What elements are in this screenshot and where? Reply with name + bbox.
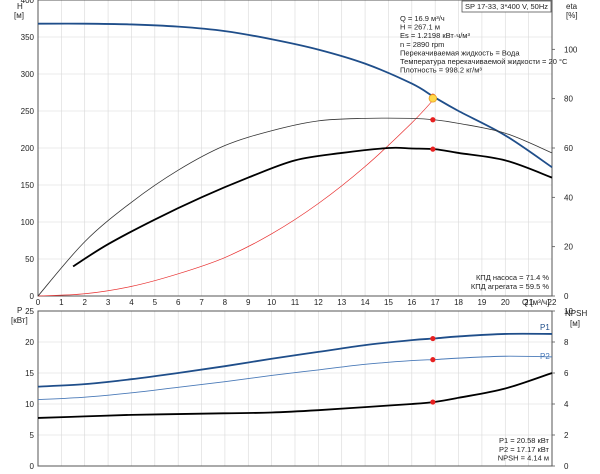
bottom-right-axis-label: NPSH bbox=[565, 309, 587, 318]
right-tick-label: 4 bbox=[564, 400, 569, 409]
operating-point-marker bbox=[430, 357, 436, 363]
right-tick-label: 10 bbox=[564, 307, 573, 316]
left-tick-label: 25 bbox=[25, 307, 34, 316]
x-tick-label: 12 bbox=[314, 298, 323, 307]
bottom-series: P1 P2 bbox=[37, 323, 553, 419]
operating-point-info: Q = 16.9 м³/чH = 267.1 мEs = 1.2198 кВт·… bbox=[400, 14, 568, 75]
x-tick-label: 8 bbox=[223, 298, 228, 307]
top-right-axis-label: eta bbox=[566, 2, 578, 11]
title-box bbox=[461, 0, 552, 13]
info-line: H = 267.1 м bbox=[400, 23, 440, 32]
x-tick-label: 20 bbox=[501, 298, 510, 307]
x-tick-label: 3 bbox=[106, 298, 111, 307]
info-line: P2 = 17.17 кВт bbox=[499, 445, 550, 454]
x-tick-label: 15 bbox=[384, 298, 393, 307]
x-tick-label: 1 bbox=[59, 298, 64, 307]
right-tick-label: 8 bbox=[564, 338, 569, 347]
x-tick-label: 2 bbox=[83, 298, 88, 307]
x-tick-label: 17 bbox=[431, 298, 440, 307]
right-tick-label: 6 bbox=[564, 369, 569, 378]
top-right-axis-unit: [%] bbox=[566, 11, 578, 20]
right-tick-label: 20 bbox=[564, 243, 573, 252]
right-tick-label: 0 bbox=[564, 292, 569, 301]
series-label: P2 bbox=[540, 352, 550, 361]
right-tick-label: 0 bbox=[564, 462, 569, 471]
left-tick-label: 150 bbox=[21, 181, 35, 190]
x-tick-label: 19 bbox=[477, 298, 486, 307]
series-line bbox=[37, 332, 553, 388]
left-tick-label: 5 bbox=[30, 431, 35, 440]
bottom-left-axis-unit: [кВт] bbox=[11, 316, 28, 325]
x-tick-label: 18 bbox=[454, 298, 463, 307]
left-tick-label: 0 bbox=[30, 292, 35, 301]
info-line: КПД насоса = 71.4 % bbox=[476, 273, 549, 282]
left-tick-label: 15 bbox=[25, 369, 34, 378]
top-plot-frame bbox=[37, 0, 553, 297]
left-tick-label: 50 bbox=[25, 255, 34, 264]
x-tick-label: 4 bbox=[129, 298, 134, 307]
efficiency-info: КПД насоса = 71.4 %КПД агрегата = 59.5 % bbox=[471, 273, 549, 291]
info-line: Q = 16.9 м³/ч bbox=[400, 14, 445, 23]
top-series bbox=[37, 22, 553, 297]
series-line bbox=[37, 355, 553, 401]
bottom-right-axis-unit: [м] bbox=[570, 319, 580, 328]
right-tick-label: 40 bbox=[564, 193, 573, 202]
series-line bbox=[72, 146, 553, 268]
info-line: Плотность = 998.2 кг/м³ bbox=[400, 66, 482, 75]
bottom-plot-frame bbox=[37, 310, 553, 467]
left-tick-label: 0 bbox=[30, 462, 35, 471]
x-tick-label: 10 bbox=[267, 298, 276, 307]
x-tick-label: 0 bbox=[36, 298, 41, 307]
left-tick-label: 10 bbox=[25, 400, 34, 409]
series-line bbox=[37, 22, 553, 168]
bottom-left-axis-label: P bbox=[17, 306, 22, 315]
left-tick-label: 350 bbox=[21, 33, 35, 42]
left-tick-label: 250 bbox=[21, 107, 35, 116]
right-tick-label: 100 bbox=[564, 45, 578, 54]
series-line bbox=[37, 97, 436, 297]
left-tick-label: 100 bbox=[21, 218, 35, 227]
left-tick-label: 300 bbox=[21, 70, 35, 79]
info-line: n = 2890 rpm bbox=[400, 40, 444, 49]
left-tick-label: 20 bbox=[25, 338, 34, 347]
x-axis-label: Q [м³/ч] bbox=[522, 298, 549, 307]
info-line: P1 = 20.58 кВт bbox=[499, 436, 550, 445]
operating-point-marker bbox=[430, 399, 436, 405]
info-line: Перекачиваемая жидкость = Вода bbox=[400, 48, 520, 57]
info-line: Температура перекачиваемой жидкости = 20… bbox=[400, 57, 568, 66]
operating-point-marker bbox=[430, 335, 436, 342]
x-tick-label: 14 bbox=[361, 298, 370, 307]
series-line bbox=[37, 117, 553, 297]
x-tick-label: 21 bbox=[524, 298, 533, 307]
x-tick-label: 16 bbox=[407, 298, 416, 307]
right-tick-label: 80 bbox=[564, 95, 573, 104]
top-left-axis-unit: [м] bbox=[14, 11, 24, 20]
x-tick-label: 7 bbox=[199, 298, 204, 307]
x-tick-label: 9 bbox=[246, 298, 251, 307]
series-label: P1 bbox=[540, 323, 550, 332]
duty-point-marker bbox=[428, 94, 438, 103]
series-line bbox=[37, 372, 553, 419]
top-left-axis-label: H bbox=[17, 2, 23, 11]
operating-point-marker bbox=[430, 117, 436, 123]
bottom-tick-labels: 0 5 10 15 20 25 0 2 4 6 8 10 bbox=[25, 307, 573, 471]
operating-point-marker bbox=[430, 146, 436, 152]
x-tick-label: 13 bbox=[337, 298, 346, 307]
left-tick-label: 200 bbox=[21, 144, 35, 153]
right-tick-label: 2 bbox=[564, 431, 569, 440]
left-tick-label: 400 bbox=[21, 0, 35, 5]
chart-title: SP 17-33, 3*400 V, 50Hz bbox=[465, 2, 548, 11]
info-line: Es = 1.2198 кВт·ч/м³ bbox=[400, 31, 470, 40]
info-line: NPSH = 4.14 м bbox=[498, 454, 549, 463]
info-line: КПД агрегата = 59.5 % bbox=[471, 282, 549, 291]
x-tick-label: 5 bbox=[153, 298, 158, 307]
bottom-grid bbox=[37, 310, 555, 467]
x-tick-label: 6 bbox=[176, 298, 181, 307]
x-tick-label: 22 bbox=[548, 298, 557, 307]
x-tick-label: 11 bbox=[291, 298, 300, 307]
right-tick-label: 60 bbox=[564, 144, 573, 153]
